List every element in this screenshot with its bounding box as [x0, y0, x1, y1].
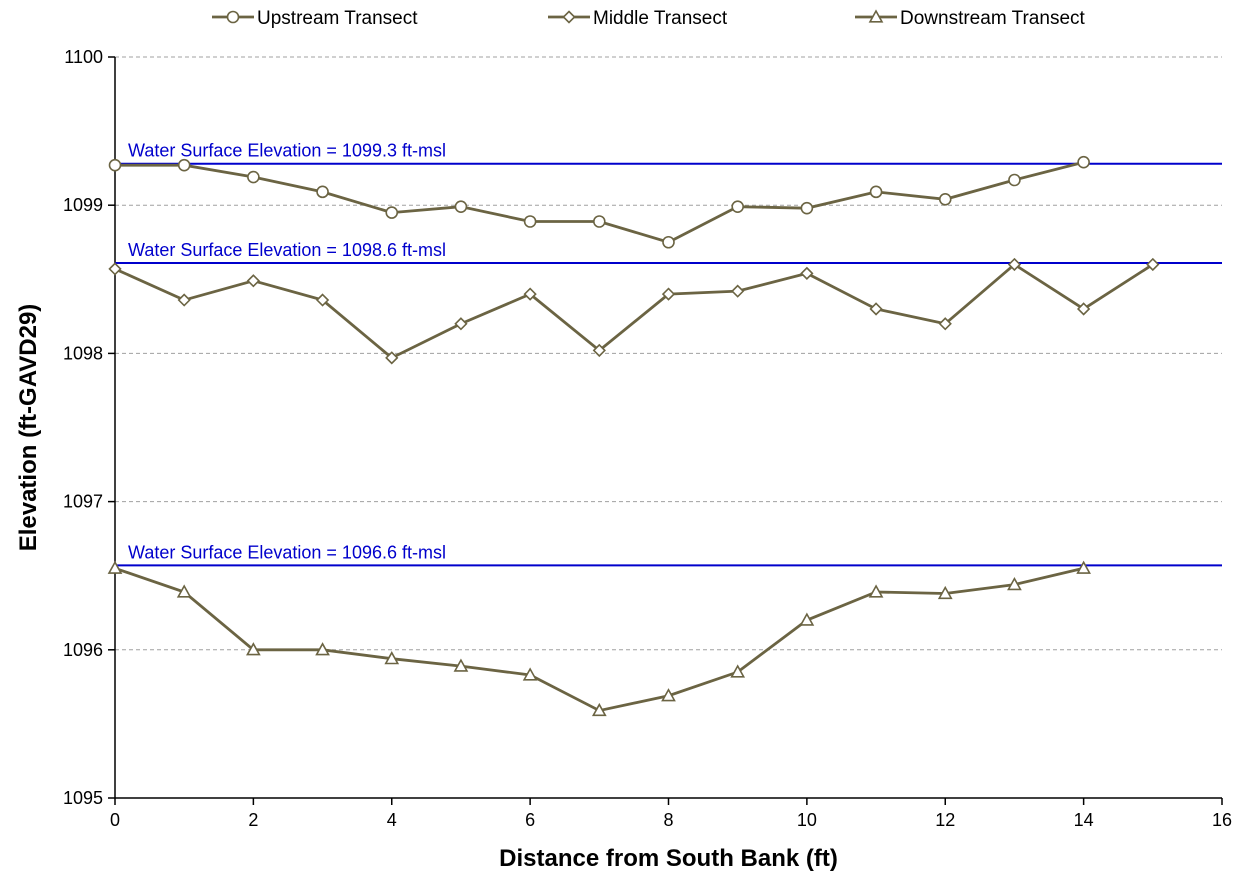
y-tick-label: 1099	[63, 195, 103, 215]
data-point-middle-transect	[454, 317, 468, 331]
axis-ticks: 1095 1096 1097 1098 1099 1100 0 2 4 6 8 10 12 14 16	[63, 47, 1232, 830]
series-middle-transect	[108, 257, 1160, 365]
data-point-upstream-transect	[177, 158, 191, 172]
x-tick-label: 6	[525, 810, 535, 830]
y-tick-label: 1098	[63, 343, 103, 363]
x-axis-title: Distance from South Bank (ft)	[499, 845, 838, 872]
data-point-middle-transect	[1146, 257, 1160, 272]
data-point-middle-transect	[661, 287, 676, 301]
data-point-middle-transect	[869, 302, 883, 316]
series-line-downstream-transect	[114, 566, 1084, 713]
y-tick-label: 1100	[64, 47, 103, 67]
data-point-middle-transect	[800, 266, 814, 281]
legend-marker	[562, 10, 576, 24]
water-surface-label: Water Surface Elevation = 1096.6 ft-msl	[128, 542, 446, 562]
water-surface-label: Water Surface Elevation = 1099.3 ft-msl	[128, 141, 446, 161]
data-point-upstream-transect	[662, 235, 675, 249]
legend-marker	[226, 10, 240, 24]
y-tick-label: 1097	[63, 492, 103, 512]
data-point-downstream-transect	[384, 651, 400, 665]
y-tick-label: 1096	[63, 640, 103, 660]
data-point-downstream-transect	[799, 612, 815, 626]
data-point-downstream-transect	[453, 658, 469, 672]
data-point-upstream-transect	[108, 158, 122, 172]
data-point-upstream-transect	[523, 215, 537, 228]
data-point-upstream-transect	[316, 185, 329, 199]
data-point-downstream-transect	[661, 688, 676, 702]
data-point-upstream-transect	[1008, 173, 1021, 187]
water-surface-lines: Water Surface Elevation = 1099.3 ft-msl W…	[115, 141, 1222, 567]
data-point-downstream-transect	[246, 642, 261, 656]
data-point-downstream-transect	[1007, 576, 1022, 591]
data-point-middle-transect	[315, 293, 330, 307]
legend-item-downstream-transect: Downstream Transect	[855, 8, 1086, 29]
data-point-downstream-transect	[868, 584, 884, 598]
data-point-downstream-transect	[176, 584, 192, 598]
data-point-upstream-transect	[938, 192, 952, 206]
x-tick-label: 12	[935, 810, 955, 830]
data-point-middle-transect	[523, 287, 537, 301]
x-tick-label: 4	[387, 810, 397, 830]
data-point-downstream-transect	[730, 664, 746, 678]
data-point-middle-transect	[177, 293, 191, 307]
data-point-upstream-transect	[800, 201, 814, 215]
x-tick-label: 16	[1212, 810, 1232, 830]
series-upstream-transect	[108, 155, 1090, 249]
series-downstream-transect	[107, 560, 1091, 717]
y-tick-label: 1095	[63, 788, 103, 808]
data-point-downstream-transect	[591, 702, 607, 717]
legend-marker	[868, 9, 884, 23]
transect-series	[107, 155, 1160, 717]
data-point-upstream-transect	[731, 200, 744, 213]
data-point-downstream-transect	[937, 585, 953, 600]
y-axis-title: Elevation (ft-GAVD29)	[15, 304, 42, 552]
series-line-upstream-transect	[115, 160, 1084, 244]
legend-label: Upstream Transect	[257, 8, 418, 29]
legend: Upstream Transect Middle Transect Downstre…	[212, 8, 1086, 29]
x-tick-label: 0	[110, 810, 120, 830]
data-point-middle-transect	[108, 262, 122, 276]
data-point-middle-transect	[1007, 257, 1022, 272]
series-line-middle-transect	[114, 262, 1154, 360]
data-point-upstream-transect	[385, 206, 399, 219]
data-point-middle-transect	[938, 317, 952, 331]
data-point-downstream-transect	[315, 642, 330, 656]
data-point-upstream-transect	[454, 200, 468, 213]
legend-item-middle-transect: Middle Transect	[548, 8, 728, 29]
data-point-middle-transect	[385, 351, 399, 365]
x-tick-label: 10	[797, 810, 817, 830]
water-surface-label: Water Surface Elevation = 1098.6 ft-msl	[128, 240, 446, 260]
data-point-middle-transect	[1076, 302, 1091, 316]
x-tick-label: 2	[248, 810, 258, 830]
legend-label: Middle Transect	[593, 8, 728, 29]
data-point-downstream-transect	[522, 667, 538, 681]
data-point-middle-transect	[592, 343, 606, 358]
data-point-upstream-transect	[869, 185, 883, 199]
legend-label: Downstream Transect	[900, 8, 1086, 29]
x-tick-label: 8	[663, 810, 673, 830]
data-point-downstream-transect	[107, 560, 123, 574]
data-point-middle-transect	[246, 274, 261, 288]
data-point-upstream-transect	[1077, 155, 1090, 169]
legend-item-upstream-transect: Upstream Transect	[212, 8, 418, 29]
data-point-upstream-transect	[247, 170, 260, 184]
data-point-middle-transect	[731, 284, 745, 298]
data-point-downstream-transect	[1076, 560, 1091, 574]
data-point-upstream-transect	[593, 215, 606, 228]
x-tick-label: 14	[1074, 810, 1094, 830]
